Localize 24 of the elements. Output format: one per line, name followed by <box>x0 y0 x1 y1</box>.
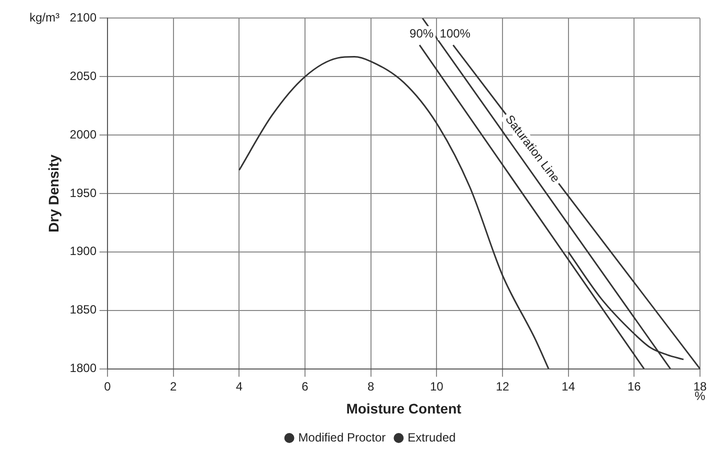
y-tick-label: 1800 <box>70 361 97 376</box>
text: kg/m³ <box>29 10 60 25</box>
x-tick-label: 12 <box>496 379 510 394</box>
x-tick-label: 14 <box>562 379 576 394</box>
x-tick-label: 8 <box>367 379 374 394</box>
legend-label: Extruded <box>408 430 456 444</box>
y-tick-label: 1950 <box>70 186 97 200</box>
y-tick-label: 2100 <box>70 10 97 25</box>
x-tick-label: 2 <box>170 379 177 394</box>
annotation: 100% <box>440 26 471 40</box>
x-axis-title: Moisture Content <box>346 400 462 416</box>
x-tick-label: 10 <box>430 379 444 394</box>
y-tick-label: 2000 <box>70 127 97 142</box>
x-tick-label: 0 <box>104 379 112 394</box>
x-tick-label: 16 <box>627 379 642 394</box>
y-tick-label: 2050 <box>70 68 97 83</box>
x-tick-label: 4 <box>236 379 243 394</box>
y-tick-label: 1900 <box>70 244 97 258</box>
y-tick-label: 1850 <box>70 302 97 317</box>
x-tick-label: 6 <box>302 379 309 394</box>
annotation: 90% <box>410 26 434 40</box>
text: % <box>694 389 706 404</box>
y-axis-title: Dry Density <box>45 154 62 232</box>
legend-label: Modified Proctor <box>298 430 386 444</box>
